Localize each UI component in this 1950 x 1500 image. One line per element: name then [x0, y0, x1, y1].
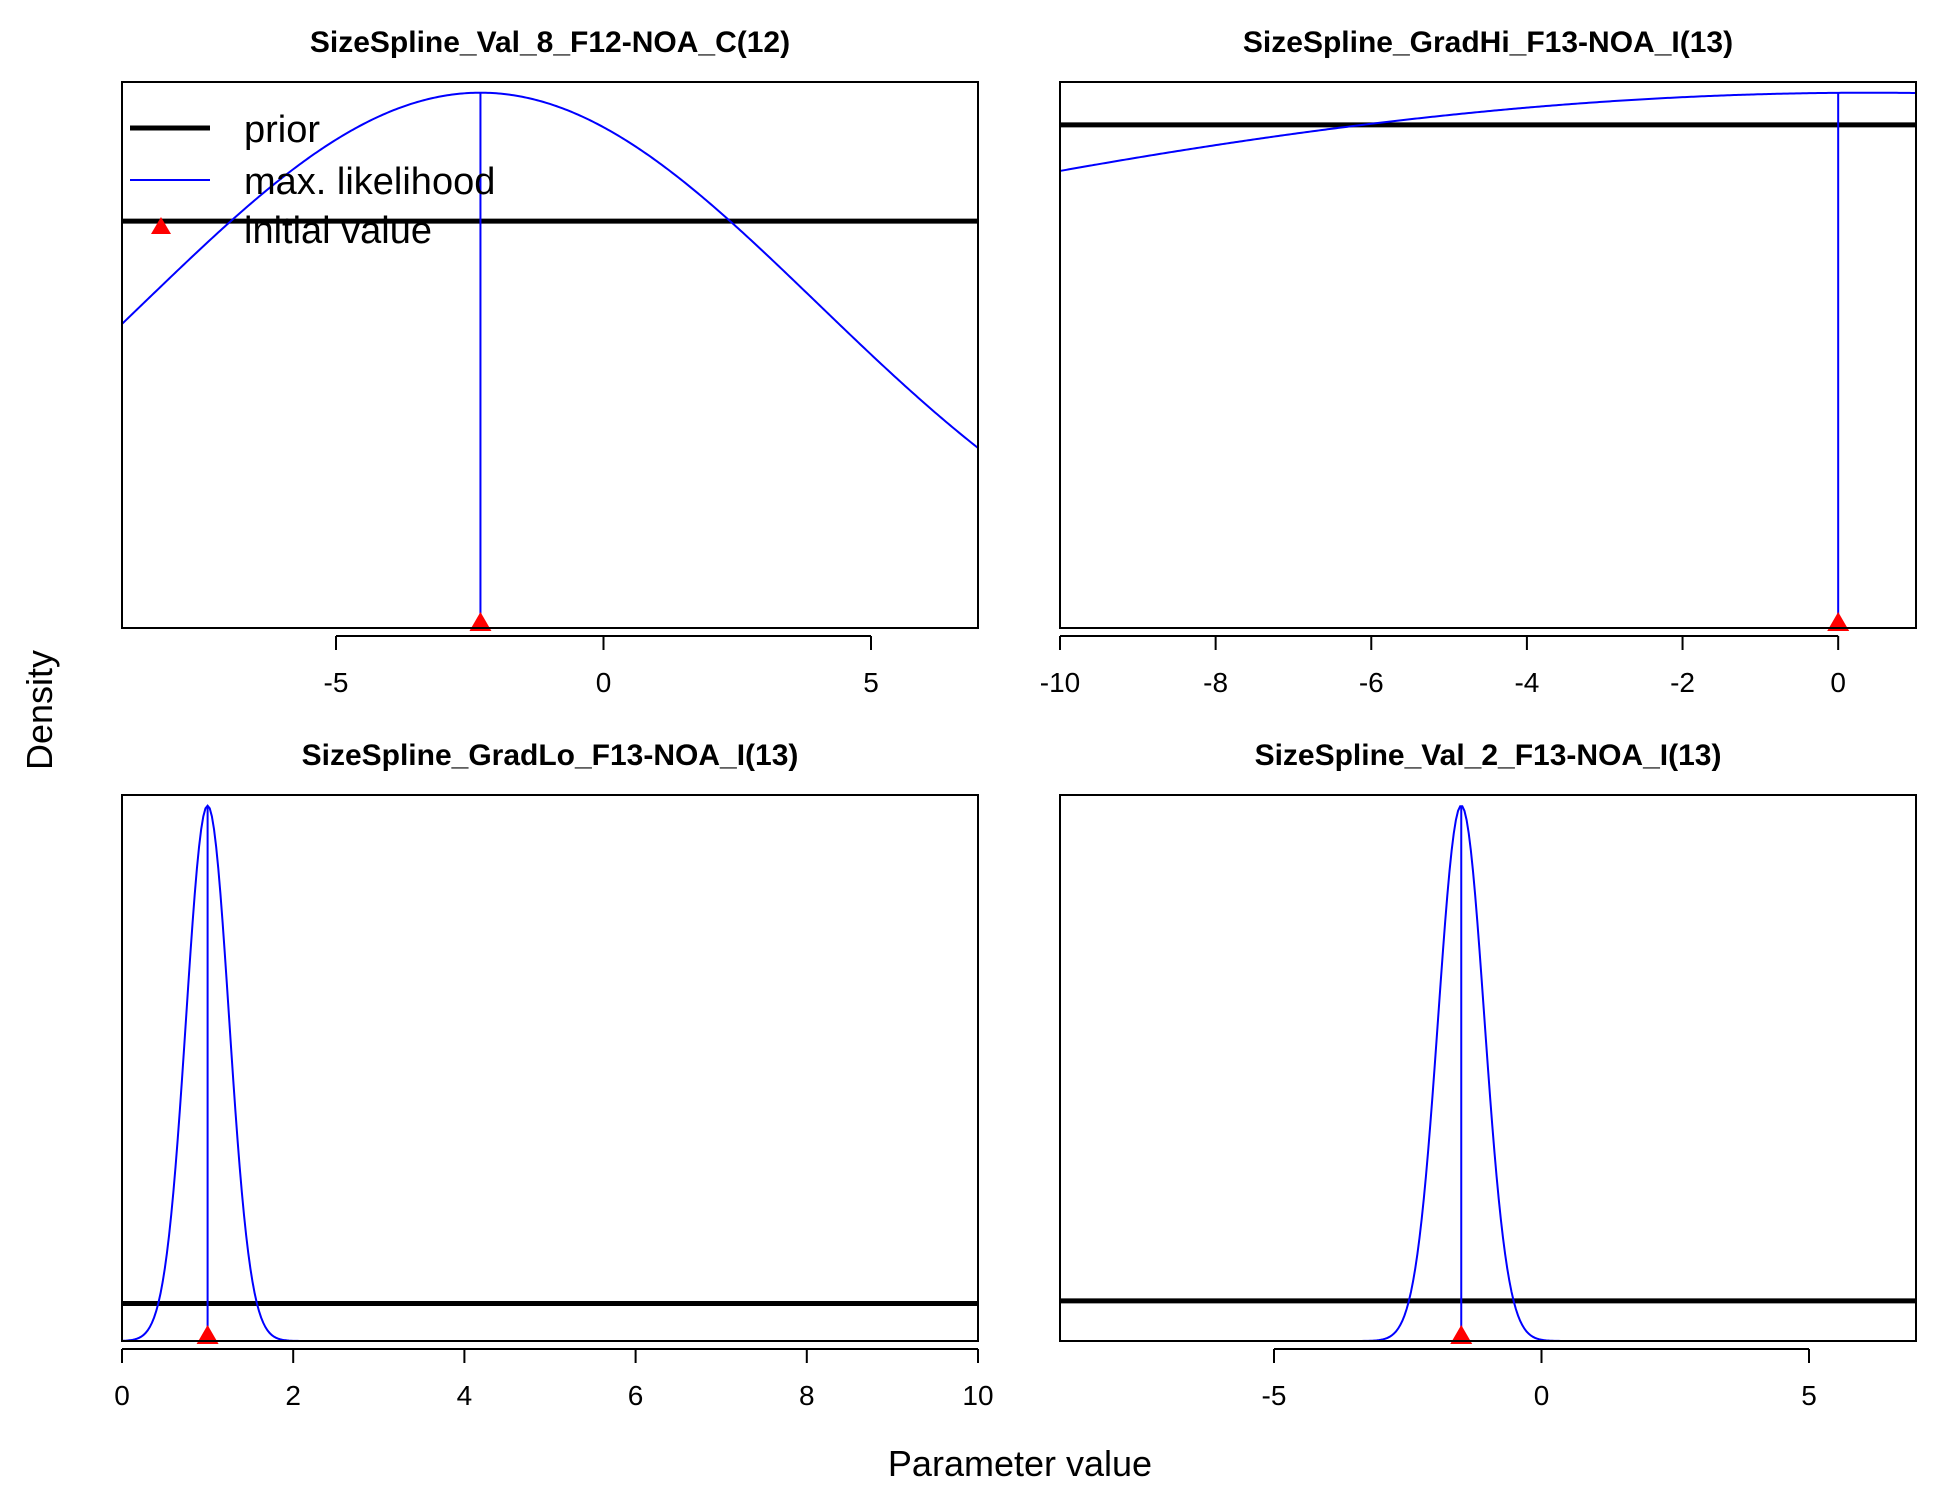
legend-label-initial: initial value — [244, 210, 432, 252]
legend: prior max. likelihood initial value — [130, 109, 495, 252]
plot-area — [1059, 91, 1917, 631]
x-tick-label: 5 — [1801, 1380, 1817, 1411]
plot-frame — [121, 81, 979, 629]
initial-value-marker — [469, 612, 492, 631]
x-tick-label: 0 — [1830, 667, 1846, 698]
plot-frame — [121, 794, 979, 1342]
panel-title: SizeSpline_Val_8_F12-NOA_C(12) — [310, 26, 790, 59]
x-tick-label: 2 — [285, 1380, 301, 1411]
x-tick-label: 5 — [863, 667, 879, 698]
x-axis-title: Parameter value — [888, 1443, 1152, 1484]
x-tick-label: -6 — [1359, 667, 1384, 698]
x-axis: -5 0 5 — [1262, 1348, 1817, 1411]
panel-size-spline-val-2: SizeSpline_Val_2_F13-NOA_I(13) -5 0 5 — [1059, 739, 1917, 1411]
legend-label-prior: prior — [244, 109, 320, 151]
likelihood-curve — [121, 91, 979, 449]
initial-value-marker — [1450, 1325, 1473, 1344]
x-tick-label: 0 — [114, 1380, 130, 1411]
x-tick-label: 10 — [962, 1380, 993, 1411]
y-axis-title: Density — [19, 650, 60, 770]
initial-value-marker — [1827, 612, 1850, 631]
plot-area — [121, 91, 979, 631]
x-tick-label: -2 — [1670, 667, 1695, 698]
initial-value-marker — [196, 1325, 219, 1344]
legend-swatch-initial — [151, 217, 171, 234]
panel-size-spline-gradhi: SizeSpline_GradHi_F13-NOA_I(13) -10 -8 -6-… — [1040, 26, 1917, 698]
x-tick-label: -8 — [1203, 667, 1228, 698]
x-tick-label: 6 — [628, 1380, 644, 1411]
x-tick-label: -5 — [324, 667, 349, 698]
x-axis: 0 2 4 6 8 10 — [114, 1348, 994, 1411]
panel-title: SizeSpline_GradLo_F13-NOA_I(13) — [302, 739, 799, 772]
panel-title: SizeSpline_GradHi_F13-NOA_I(13) — [1243, 26, 1733, 59]
panel-title: SizeSpline_Val_2_F13-NOA_I(13) — [1255, 739, 1722, 772]
x-axis: -10 -8 -6 -4 -2 0 — [1040, 635, 1846, 698]
x-tick-label: -10 — [1040, 667, 1080, 698]
likelihood-curve — [1059, 91, 1917, 172]
panel-size-spline-gradlo: SizeSpline_GradLo_F13-NOA_I(13) 0 2 4 6 8 10 — [114, 739, 993, 1411]
x-tick-label: 0 — [1534, 1380, 1550, 1411]
x-tick-label: -5 — [1262, 1380, 1287, 1411]
plot-frame — [1059, 794, 1917, 1342]
x-axis: -5 0 5 — [324, 635, 879, 698]
x-tick-label: -4 — [1514, 667, 1539, 698]
x-tick-label: 4 — [457, 1380, 473, 1411]
legend-label-likelihood: max. likelihood — [244, 161, 495, 203]
plot-frame — [1059, 81, 1917, 629]
x-tick-label: 8 — [799, 1380, 815, 1411]
x-tick-label: 0 — [596, 667, 612, 698]
panel-size-spline-val-8: SizeSpline_Val_8_F12-NOA_C(12) -5 0 5 — [121, 26, 979, 698]
